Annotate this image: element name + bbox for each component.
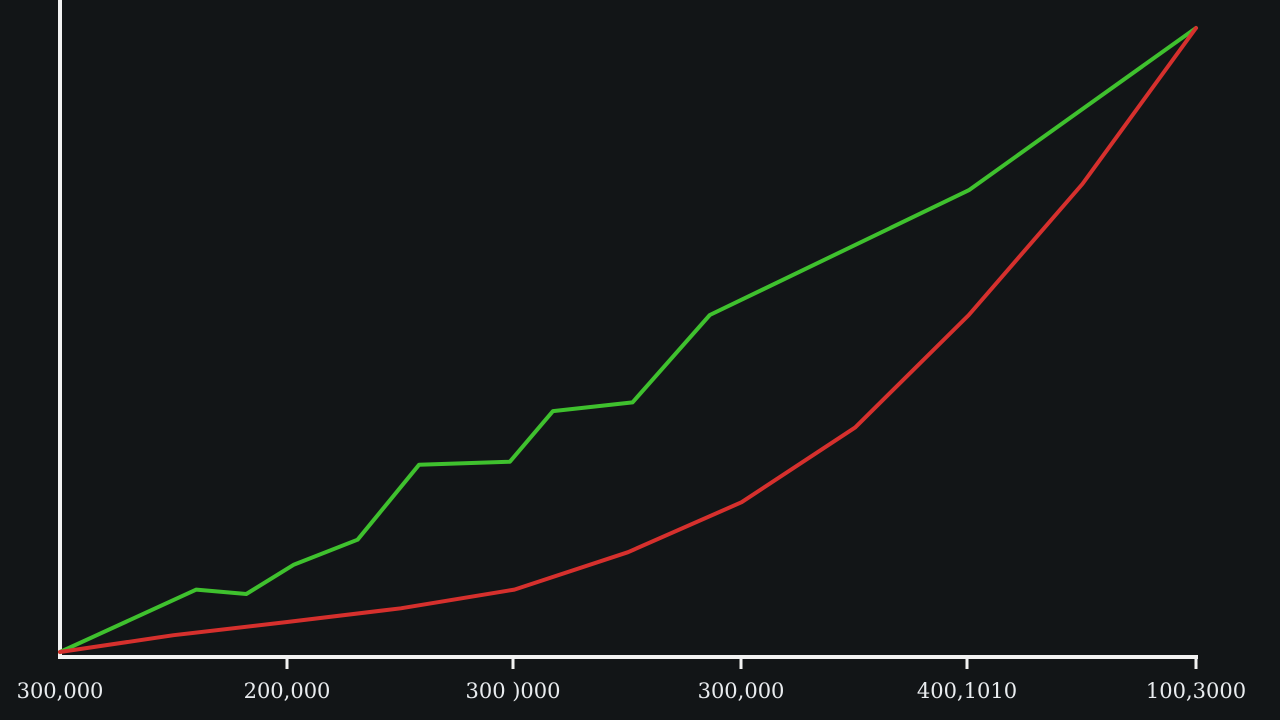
series-lines xyxy=(58,26,1198,654)
x-axis-tick-labels: 300,000 200,000 300 )000 300,000 400,1010 100… xyxy=(17,679,1247,703)
series-line-0 xyxy=(58,26,1198,654)
x-tick-label-0: 300,000 xyxy=(17,679,104,703)
x-axis-ticks xyxy=(285,657,1198,669)
x-tick-label-2: 300 )000 xyxy=(465,679,560,703)
x-tick-label-5: 100,3000 xyxy=(1146,679,1246,703)
x-tick-label-1: 200,000 xyxy=(244,679,331,703)
x-tick-label-4: 400,1010 xyxy=(917,679,1017,703)
series-line-1 xyxy=(58,26,1198,654)
x-tick-label-3: 300,000 xyxy=(698,679,785,703)
